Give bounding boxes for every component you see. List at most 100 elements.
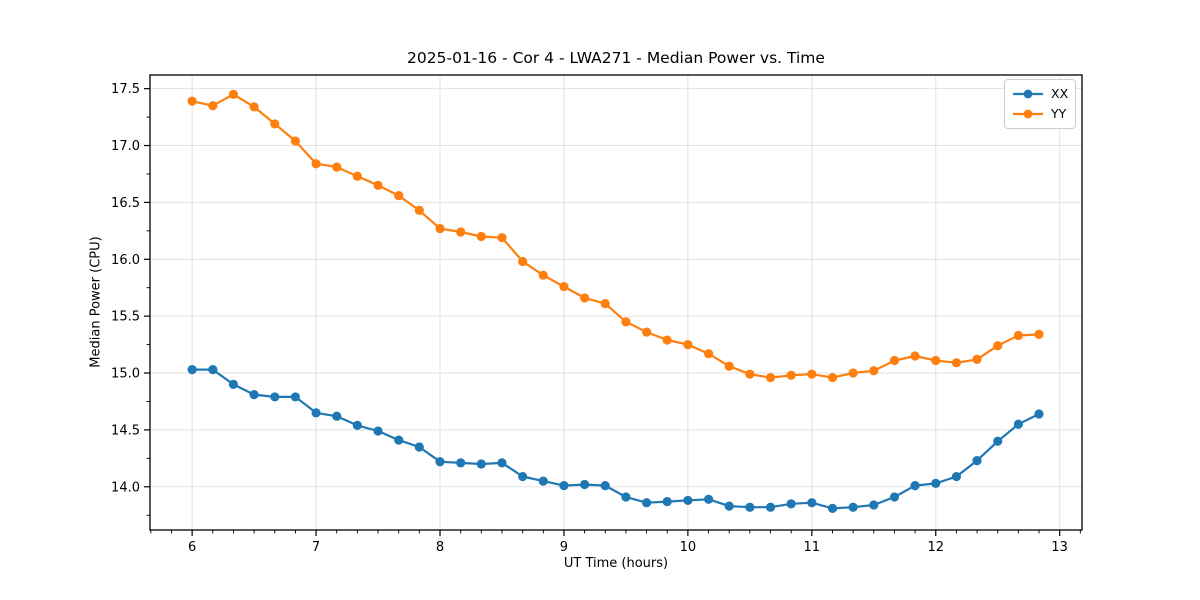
- data-point-xx: [270, 392, 280, 402]
- data-point-yy: [600, 299, 610, 309]
- data-point-yy: [889, 355, 900, 366]
- data-point-xx: [476, 459, 486, 469]
- data-point-xx: [951, 471, 962, 482]
- data-point-yy: [951, 358, 962, 368]
- legend-sample-yy: [1013, 109, 1043, 119]
- x-tick-label: 12: [927, 540, 944, 555]
- data-point-yy: [724, 361, 734, 371]
- data-point-yy: [208, 101, 218, 111]
- y-tick-label: 14.0: [111, 480, 140, 495]
- legend: XX YY: [1004, 79, 1076, 129]
- x-tick-label: 13: [1051, 540, 1068, 555]
- data-point-xx: [518, 471, 528, 482]
- data-point-xx: [249, 390, 259, 400]
- data-point-xx: [311, 408, 321, 418]
- data-point-yy: [538, 270, 548, 280]
- data-point-yy: [497, 233, 507, 243]
- data-point-yy: [414, 205, 424, 215]
- data-point-yy: [394, 190, 404, 201]
- data-point-xx: [456, 458, 466, 468]
- data-point-yy: [683, 339, 693, 350]
- data-point-xx: [187, 365, 197, 375]
- data-point-yy: [807, 369, 817, 379]
- data-point-yy: [931, 355, 941, 366]
- data-point-xx: [621, 492, 631, 502]
- data-point-yy: [765, 372, 776, 383]
- x-axis-label: UT Time (hours): [563, 556, 669, 571]
- series-line-yy: [191, 93, 1041, 379]
- data-point-yy: [559, 281, 569, 292]
- data-point-xx: [745, 502, 755, 512]
- y-tick-label: 16.5: [111, 196, 140, 211]
- legend-label-xx: XX: [1051, 85, 1069, 101]
- x-tick-label: 8: [436, 540, 444, 555]
- data-point-xx: [290, 392, 300, 402]
- data-point-xx: [394, 435, 404, 445]
- data-point-yy: [290, 136, 300, 146]
- data-point-yy: [972, 354, 982, 364]
- data-point-yy: [621, 317, 631, 327]
- x-tick-label: 9: [560, 540, 568, 555]
- y-tick-label: 16.0: [111, 253, 140, 268]
- data-point-yy: [703, 349, 714, 359]
- data-point-yy: [435, 223, 445, 234]
- data-point-yy: [518, 256, 528, 267]
- data-point-yy: [580, 293, 590, 303]
- x-tick-label: 10: [680, 540, 697, 555]
- data-point-xx: [1013, 419, 1024, 429]
- data-point-xx: [827, 503, 838, 513]
- data-point-xx: [600, 481, 610, 491]
- y-tick-label: 15.5: [111, 310, 140, 325]
- data-point-xx: [497, 458, 507, 468]
- data-point-yy: [869, 366, 879, 376]
- y-axis-label: Median Power (CPU): [88, 236, 104, 368]
- data-point-xx: [538, 476, 548, 486]
- data-point-xx: [993, 436, 1003, 446]
- legend-sample-xx: [1013, 89, 1043, 99]
- data-point-xx: [352, 420, 362, 430]
- data-point-xx: [931, 478, 941, 488]
- data-point-xx: [580, 479, 590, 490]
- data-point-yy: [476, 231, 486, 242]
- data-point-yy: [1013, 330, 1024, 341]
- y-tick-label: 17.0: [111, 139, 140, 154]
- data-point-yy: [910, 351, 920, 361]
- data-point-xx: [228, 379, 239, 389]
- data-point-yy: [745, 369, 755, 379]
- data-point-xx: [208, 365, 218, 375]
- data-point-xx: [869, 500, 879, 510]
- data-point-yy: [270, 119, 280, 129]
- data-point-yy: [373, 180, 383, 190]
- data-point-yy: [786, 370, 796, 380]
- y-tick-label: 14.5: [111, 423, 140, 438]
- data-point-xx: [889, 492, 900, 502]
- data-point-xx: [724, 501, 734, 511]
- data-point-yy: [848, 368, 858, 378]
- plot-frame: [149, 74, 1083, 531]
- chart-title: 2025-01-16 - Cor 4 - LWA271 - Median Pow…: [407, 49, 825, 67]
- data-point-xx: [848, 502, 858, 512]
- data-point-yy: [332, 162, 342, 172]
- data-point-yy: [187, 96, 197, 106]
- x-tick-label: 6: [188, 540, 196, 555]
- legend-entry-xx: XX: [1012, 84, 1069, 104]
- data-point-xx: [786, 499, 796, 509]
- data-point-xx: [559, 481, 569, 491]
- legend-entry-yy: YY: [1012, 104, 1067, 124]
- data-point-xx: [1034, 409, 1044, 419]
- data-point-xx: [703, 494, 714, 504]
- data-point-yy: [249, 102, 259, 112]
- data-point-yy: [228, 89, 239, 99]
- data-point-yy: [456, 227, 466, 237]
- data-point-yy: [1034, 329, 1044, 339]
- data-point-xx: [662, 496, 672, 507]
- data-point-yy: [993, 341, 1003, 351]
- data-point-xx: [642, 498, 652, 508]
- y-tick-label: 17.5: [111, 82, 140, 97]
- data-point-xx: [683, 495, 693, 506]
- data-point-xx: [373, 426, 383, 436]
- legend-label-yy: YY: [1051, 105, 1067, 121]
- data-point-yy: [662, 335, 672, 345]
